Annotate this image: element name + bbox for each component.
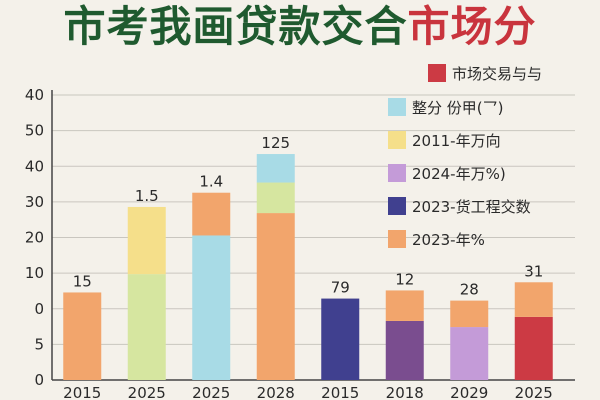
bar-value-label: 79 bbox=[331, 279, 350, 297]
bar-value-label: 31 bbox=[524, 262, 543, 280]
chart-title-part2: 市场分 bbox=[407, 2, 537, 51]
bar-value-label: 1.4 bbox=[199, 173, 223, 191]
bar-segment bbox=[192, 192, 231, 236]
legend-swatch bbox=[388, 197, 406, 215]
y-tick-label: 40 bbox=[25, 157, 44, 175]
bar-segment bbox=[450, 327, 489, 380]
chart-title-part1: 市考我画贷款交合 bbox=[63, 2, 408, 51]
bar-segment bbox=[192, 235, 231, 380]
bar-segment bbox=[514, 282, 553, 317]
bar-segment bbox=[385, 320, 424, 380]
bar-segment bbox=[127, 274, 166, 380]
bar-segment bbox=[385, 290, 424, 321]
bar-segment bbox=[450, 300, 489, 328]
legend-label: 2023-货工程交数 bbox=[412, 198, 531, 216]
legend-swatch bbox=[388, 98, 406, 116]
x-tick-label: 2015 bbox=[63, 384, 101, 400]
x-tick-label: 2025 bbox=[515, 384, 553, 400]
bar-segment bbox=[256, 182, 295, 214]
x-tick-label: 2029 bbox=[450, 384, 488, 400]
bar-segment bbox=[256, 213, 295, 380]
bar-value-label: 1.5 bbox=[135, 187, 159, 205]
y-tick-label: 0 bbox=[34, 300, 44, 318]
bar-value-label: 12 bbox=[395, 270, 414, 288]
x-tick-label: 2028 bbox=[257, 384, 295, 400]
y-tick-label: 20 bbox=[25, 229, 44, 247]
y-tick-label: 5 bbox=[34, 335, 44, 353]
legend-swatch bbox=[428, 64, 446, 82]
x-tick-label: 2025 bbox=[128, 384, 166, 400]
legend-swatch bbox=[388, 164, 406, 182]
legend-label: 整分 份甲(乛) bbox=[412, 99, 503, 117]
bar-segment bbox=[63, 292, 102, 380]
legend-label: 2024-年万%) bbox=[412, 165, 506, 183]
legend-swatch bbox=[388, 230, 406, 248]
bar-value-label: 125 bbox=[261, 134, 290, 152]
y-tick-label: 50 bbox=[25, 122, 44, 140]
bar-value-label: 15 bbox=[73, 272, 92, 290]
y-tick-label: 0 bbox=[34, 371, 44, 389]
bar-segment bbox=[256, 154, 295, 183]
bar-segment bbox=[514, 316, 553, 380]
bar-segment bbox=[321, 298, 360, 380]
legend-label: 2023-年% bbox=[412, 231, 485, 249]
y-tick-label: 30 bbox=[25, 193, 44, 211]
legend-label: 市场交易与与 bbox=[452, 65, 542, 83]
chart-title: 市考我画贷款交合市场分 bbox=[0, 0, 600, 58]
legend-label: 2011-年万向 bbox=[412, 132, 501, 150]
legend-swatch bbox=[388, 131, 406, 149]
x-tick-label: 2015 bbox=[321, 384, 359, 400]
y-tick-label: 40 bbox=[25, 86, 44, 104]
bar-segment bbox=[127, 206, 166, 275]
y-tick-label: 10 bbox=[25, 264, 44, 282]
x-tick-label: 2018 bbox=[386, 384, 424, 400]
x-tick-label: 2025 bbox=[192, 384, 230, 400]
bar-value-label: 28 bbox=[460, 281, 479, 299]
